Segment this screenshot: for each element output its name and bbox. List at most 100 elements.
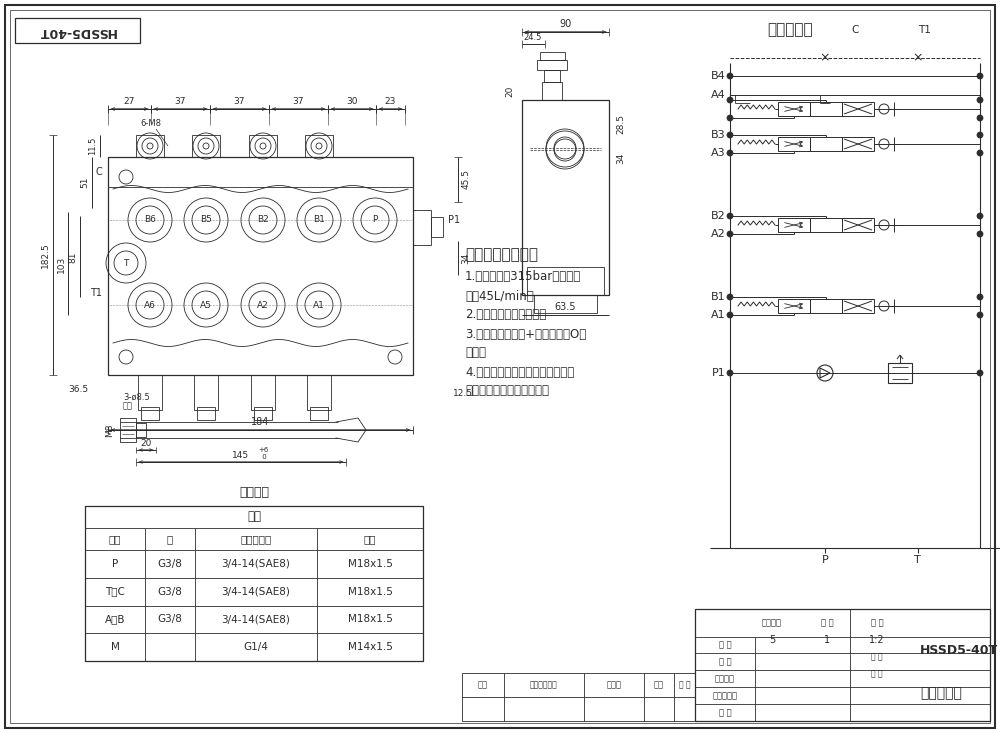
- Text: T1: T1: [919, 25, 931, 35]
- Text: M18x1.5: M18x1.5: [348, 614, 392, 625]
- Text: 1.额定压力：315bar；额定流: 1.额定压力：315bar；额定流: [465, 270, 581, 284]
- Text: A6: A6: [144, 301, 156, 309]
- Text: 角 度: 角 度: [871, 652, 883, 661]
- Circle shape: [977, 150, 983, 156]
- Text: 6-M8: 6-M8: [140, 119, 162, 128]
- Text: 通孔: 通孔: [123, 402, 133, 410]
- Circle shape: [977, 312, 983, 318]
- Text: A1: A1: [711, 310, 726, 320]
- Bar: [542, 82, 562, 100]
- Text: T1: T1: [90, 288, 102, 298]
- Circle shape: [727, 231, 733, 237]
- Text: 45.5: 45.5: [462, 169, 471, 189]
- Bar: [888, 363, 912, 383]
- Text: 3/4-14(SAE8): 3/4-14(SAE8): [222, 559, 290, 569]
- Text: M: M: [111, 642, 119, 652]
- Circle shape: [977, 213, 983, 219]
- Bar: [136, 135, 164, 157]
- Text: M14x1.5: M14x1.5: [348, 642, 392, 652]
- Text: B5: B5: [200, 216, 212, 224]
- Text: A5: A5: [200, 301, 212, 309]
- Text: 184: 184: [251, 417, 270, 427]
- Text: 36.5: 36.5: [68, 386, 88, 394]
- Bar: [120, 418, 136, 442]
- Text: 批 准: 批 准: [679, 680, 690, 690]
- Text: 3.控制方式：手动+弹簧复位；O型: 3.控制方式：手动+弹簧复位；O型: [465, 328, 586, 341]
- Circle shape: [977, 73, 983, 79]
- Bar: [778, 218, 810, 232]
- Text: 张 素: 张 素: [871, 669, 883, 679]
- Bar: [527, 267, 604, 295]
- Text: 1: 1: [824, 635, 830, 645]
- Text: 4.阀体表面磷化处理；安全阀及螺: 4.阀体表面磷化处理；安全阀及螺: [465, 366, 574, 378]
- Text: 公制: 公制: [364, 534, 376, 544]
- Text: 5: 5: [769, 635, 775, 645]
- Text: B4: B4: [711, 71, 726, 81]
- Circle shape: [977, 97, 983, 103]
- Text: 四联多路阀: 四联多路阀: [920, 686, 962, 700]
- Text: 日期: 日期: [654, 680, 664, 690]
- Text: 技术要求及参数：: 技术要求及参数：: [465, 248, 538, 262]
- Bar: [85, 506, 423, 661]
- Bar: [15, 18, 140, 43]
- Text: A2: A2: [711, 229, 726, 239]
- Text: G3/8: G3/8: [158, 586, 182, 597]
- Text: M18x1.5: M18x1.5: [348, 559, 392, 569]
- Text: B2: B2: [711, 211, 726, 221]
- Text: 量：45L/min；: 量：45L/min；: [465, 290, 534, 303]
- Text: 145: 145: [232, 451, 250, 460]
- Bar: [778, 137, 810, 151]
- Bar: [305, 135, 333, 157]
- Text: 批 准: 批 准: [719, 709, 731, 718]
- Bar: [810, 102, 842, 116]
- Circle shape: [977, 115, 983, 121]
- Circle shape: [727, 97, 733, 103]
- Text: 51: 51: [80, 176, 90, 188]
- Text: M8: M8: [106, 423, 114, 437]
- Bar: [842, 218, 874, 232]
- Bar: [197, 407, 215, 420]
- Text: 1:2: 1:2: [869, 635, 885, 645]
- Text: T: T: [914, 555, 921, 565]
- Circle shape: [727, 150, 733, 156]
- Text: P: P: [372, 216, 378, 224]
- Text: HSSD5-40T: HSSD5-40T: [38, 24, 116, 37]
- Bar: [413, 210, 431, 245]
- Text: 3/4-14(SAE8): 3/4-14(SAE8): [222, 586, 290, 597]
- Circle shape: [727, 73, 733, 79]
- Text: 纹: 纹: [167, 534, 173, 544]
- Text: 液压原理图: 液压原理图: [767, 23, 813, 37]
- Bar: [249, 135, 277, 157]
- Bar: [810, 299, 842, 313]
- Text: 2.油口：根据客户需求；: 2.油口：根据客户需求；: [465, 309, 546, 322]
- Text: 美制锥螺纹: 美制锥螺纹: [240, 534, 272, 544]
- Text: 标记: 标记: [478, 680, 488, 690]
- Bar: [251, 375, 275, 410]
- Circle shape: [727, 312, 733, 318]
- Text: 比 例: 比 例: [871, 619, 883, 627]
- Text: B1: B1: [313, 216, 325, 224]
- Text: A4: A4: [711, 90, 726, 100]
- Text: 103: 103: [56, 255, 66, 273]
- Circle shape: [727, 132, 733, 138]
- Bar: [194, 375, 218, 410]
- Bar: [695, 609, 990, 721]
- Bar: [136, 423, 146, 437]
- Text: 37: 37: [234, 97, 245, 106]
- Bar: [537, 60, 567, 70]
- Bar: [540, 52, 565, 60]
- Bar: [778, 299, 810, 313]
- Text: 3/4-14(SAE8): 3/4-14(SAE8): [222, 614, 290, 625]
- Text: +6: +6: [258, 447, 268, 453]
- Bar: [462, 673, 695, 721]
- Text: G1/4: G1/4: [244, 642, 268, 652]
- Text: G3/8: G3/8: [158, 559, 182, 569]
- Text: 81: 81: [68, 251, 78, 262]
- Bar: [307, 375, 331, 410]
- Bar: [192, 135, 220, 157]
- Text: ×: ×: [820, 51, 830, 65]
- Text: 28.5: 28.5: [616, 114, 626, 134]
- Text: B3: B3: [711, 130, 726, 140]
- Bar: [778, 102, 810, 116]
- Text: 制 图: 制 图: [719, 641, 731, 649]
